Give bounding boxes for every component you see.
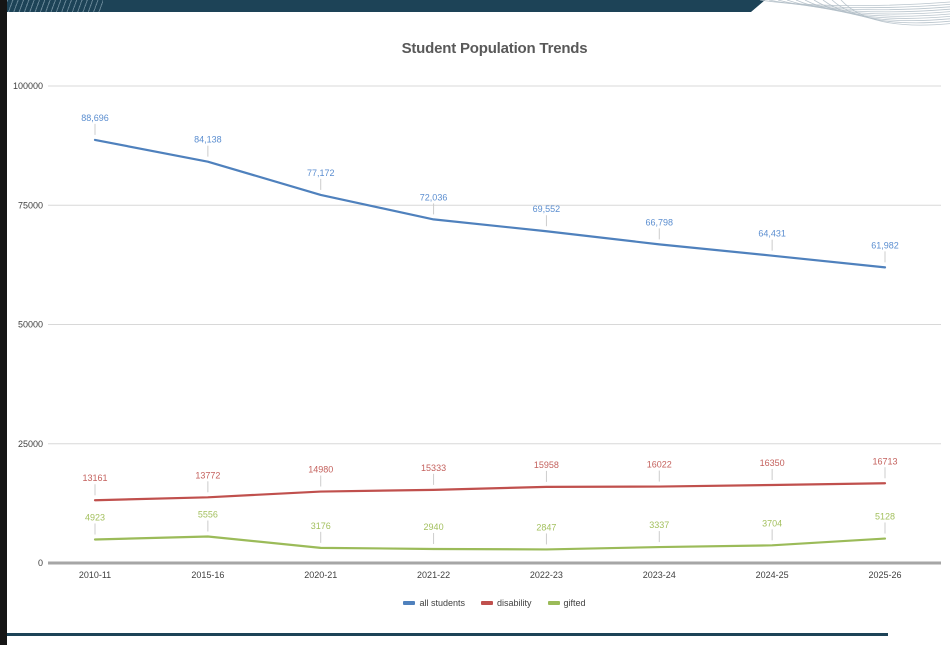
- chart-title: Student Population Trends: [401, 40, 588, 57]
- x-tick-label: 2020-21: [304, 570, 337, 580]
- legend-item-all-students: all students: [403, 598, 465, 608]
- y-tick-label: 0: [38, 558, 43, 568]
- data-label: 2940: [424, 522, 444, 532]
- y-tick-label: 75000: [18, 200, 43, 210]
- legend-swatch: [547, 601, 560, 605]
- data-label: 72,036: [420, 192, 448, 202]
- data-label: 3704: [762, 518, 782, 528]
- legend-swatch: [480, 601, 493, 605]
- y-tick-label: 100000: [13, 81, 43, 91]
- data-label: 16022: [647, 460, 672, 470]
- data-label: 84,138: [194, 135, 222, 145]
- wave-line: [813, 0, 950, 19]
- x-tick-label: 2024-25: [756, 570, 789, 580]
- wave-line: [822, 0, 950, 22]
- data-label: 16350: [760, 458, 785, 468]
- x-tick-label: 2010-11: [79, 570, 111, 580]
- wave-line: [831, 0, 950, 24]
- data-label: 13161: [82, 473, 107, 483]
- data-label: 15958: [534, 460, 559, 470]
- legend-label: gifted: [563, 598, 586, 608]
- x-tick-label: 2021-22: [417, 570, 450, 580]
- bottom-rule: [7, 633, 888, 636]
- legend-label: disability: [496, 598, 532, 608]
- legend-item-gifted: gifted: [547, 598, 586, 608]
- data-label: 3176: [311, 521, 331, 531]
- data-label: 61,982: [871, 240, 899, 250]
- data-label: 64,431: [758, 229, 786, 239]
- x-tick-label: 2022-23: [530, 570, 563, 580]
- data-label: 14980: [308, 465, 333, 475]
- y-tick-label: 50000: [18, 320, 43, 330]
- data-label: 16713: [872, 456, 897, 466]
- wave-line: [840, 0, 950, 26]
- data-label: 3337: [649, 520, 669, 530]
- series-line-disability: [93, 482, 887, 502]
- y-tick-label: 25000: [18, 439, 43, 449]
- legend-label: all students: [419, 598, 465, 608]
- wave-line: [768, 0, 950, 9]
- data-label: 69,552: [533, 204, 561, 214]
- top-banner: [7, 0, 765, 12]
- wave-line: [786, 0, 950, 13]
- series-line-gifted: [93, 535, 887, 551]
- wave-line: [795, 0, 950, 15]
- x-tick-label: 2023-24: [643, 570, 676, 580]
- wave-line: [759, 0, 950, 7]
- data-label: 13772: [195, 470, 220, 480]
- wave-line: [777, 0, 950, 11]
- data-label: 77,172: [307, 168, 335, 178]
- data-label: 66,798: [646, 217, 674, 227]
- legend-item-disability: disability: [480, 598, 532, 608]
- data-label: 5128: [875, 512, 895, 522]
- legend-swatch: [403, 601, 416, 605]
- left-edge-strip: [0, 0, 7, 645]
- data-label: 2847: [536, 522, 556, 532]
- x-tick-label: 2015-16: [191, 570, 224, 580]
- data-label: 15333: [421, 463, 446, 473]
- decorative-wave-lines: [759, 0, 950, 26]
- series-line-all-students: [93, 138, 887, 269]
- wave-line: [804, 0, 950, 17]
- data-label: 5556: [198, 509, 218, 519]
- data-label: 88,696: [81, 113, 109, 123]
- chart-legend: all students disability gifted: [48, 598, 941, 608]
- data-label: 4923: [85, 513, 105, 523]
- x-tick-label: 2025-26: [868, 570, 901, 580]
